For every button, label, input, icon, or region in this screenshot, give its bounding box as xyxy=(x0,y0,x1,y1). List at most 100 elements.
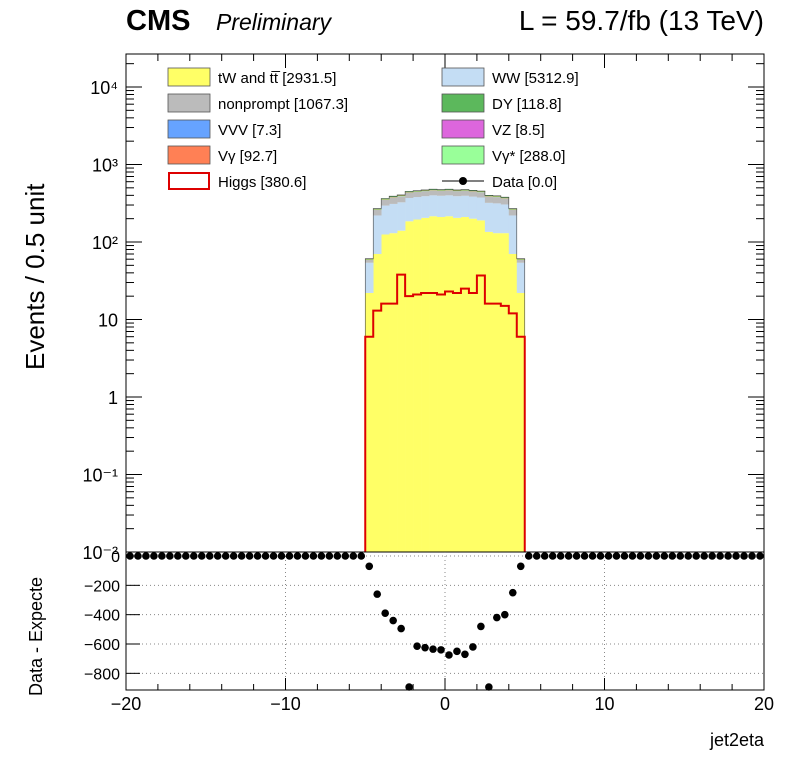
x-tick-label: −20 xyxy=(111,694,142,714)
diff-point xyxy=(182,552,190,560)
bar-5-12 xyxy=(460,189,470,191)
diff-point xyxy=(453,647,461,656)
legend-swatch xyxy=(167,145,211,165)
diff-point xyxy=(469,643,477,651)
diff-point xyxy=(205,552,214,560)
bar-1-6 xyxy=(413,197,422,220)
diff-point xyxy=(261,552,270,560)
diff-point xyxy=(381,609,389,617)
bar-2-4 xyxy=(397,196,406,203)
diff-point xyxy=(732,552,740,560)
diff-point xyxy=(277,552,286,560)
y-tick-label: 10³ xyxy=(92,156,118,176)
diff-point xyxy=(189,552,198,560)
legend-swatch xyxy=(441,119,485,139)
bar-2-11 xyxy=(452,191,462,197)
bar-2-7 xyxy=(421,191,430,197)
bar-5-19 xyxy=(516,258,526,260)
bar-5-5 xyxy=(405,191,414,193)
legend-label: Vγ [92.7] xyxy=(218,148,277,165)
higgs-line xyxy=(364,273,526,552)
diff-point xyxy=(221,552,230,560)
difference-points xyxy=(126,552,764,691)
bar-2-10 xyxy=(445,190,454,196)
luminosity-label: L = 59.7/fb (13 TeV) xyxy=(519,5,764,36)
bar-0-14 xyxy=(476,220,486,552)
diff-point xyxy=(349,552,358,560)
bar-1-1 xyxy=(373,215,382,254)
diff-point xyxy=(134,552,142,560)
bar-2-5 xyxy=(405,192,414,198)
diff-point xyxy=(501,610,509,619)
bar-5-7 xyxy=(421,189,430,191)
bar-1-16 xyxy=(492,203,502,234)
x-tick-label: −10 xyxy=(270,694,301,714)
bar-5-15 xyxy=(484,195,494,197)
main-plot-panel: 10⁻² 10⁻¹ 1 10 10² 10³ 10⁴ Events / 0.5 unit xyxy=(20,53,765,563)
diff-point xyxy=(644,552,653,560)
stacked-histogram xyxy=(364,188,526,553)
bar-2-17 xyxy=(500,198,510,205)
diff-point xyxy=(126,552,134,560)
legend-entry: Vγ* [288.0] xyxy=(441,145,565,165)
legend-label: nonprompt [1067.3] xyxy=(218,96,348,113)
y-axis-label: Events / 0.5 unit xyxy=(20,183,50,370)
diff-point xyxy=(612,552,621,560)
legend-label: Data [0.0] xyxy=(492,174,557,191)
bar-2-12 xyxy=(460,190,470,196)
bar-1-17 xyxy=(500,204,510,234)
diff-point xyxy=(477,622,485,631)
bar-1-14 xyxy=(476,197,486,221)
diff-point xyxy=(692,552,701,560)
legend-swatch xyxy=(167,119,211,139)
bar-2-1 xyxy=(373,209,382,216)
bar-0-10 xyxy=(445,216,454,553)
bar-2-14 xyxy=(476,192,486,198)
legend-entry: DY [118.8] xyxy=(441,93,562,113)
diff-point xyxy=(516,562,525,571)
bar-0-2 xyxy=(381,234,390,553)
bar-5-14 xyxy=(476,191,486,192)
legend-label: DY [118.8] xyxy=(492,96,562,113)
diff-point xyxy=(237,552,246,560)
legend-entry: tW and tt̅ [2931.5] xyxy=(167,67,336,87)
legend: tW and tt̅ [2931.5] WW [5312.9] nonprompt … xyxy=(167,67,579,191)
legend-label: WW [5312.9] xyxy=(492,70,579,87)
difference-panel: 0 −200 −400 −600 −800 −20 −10 0 10 20 Data - Expe… xyxy=(26,549,774,750)
bar-1-15 xyxy=(484,202,494,232)
diff-point xyxy=(389,616,397,625)
y-tick-label: 10⁻² xyxy=(82,543,118,563)
legend-entry: WW [5312.9] xyxy=(441,67,579,87)
legend-label: VVV [7.3] xyxy=(218,122,281,139)
diff-point xyxy=(668,552,677,560)
legend-label: VZ [8.5] xyxy=(492,122,545,139)
diff-point xyxy=(636,552,645,560)
bar-1-11 xyxy=(452,196,462,218)
diff-point xyxy=(166,552,174,560)
legend-entry: VZ [8.5] xyxy=(441,119,545,139)
diff-point xyxy=(253,552,262,560)
diff-point xyxy=(716,552,724,560)
diff-point xyxy=(532,552,541,560)
diff-point xyxy=(150,552,158,560)
diff-point xyxy=(373,590,382,598)
diff-point xyxy=(620,552,629,560)
diff-point xyxy=(293,552,302,560)
bar-2-2 xyxy=(381,199,390,206)
diff-point xyxy=(493,613,501,622)
bar-5-17 xyxy=(500,197,510,198)
diff-point xyxy=(700,552,708,560)
legend-swatch xyxy=(441,93,485,113)
diff-point xyxy=(285,552,294,560)
bar-1-4 xyxy=(397,202,406,231)
bar-2-8 xyxy=(429,190,438,196)
diff-point xyxy=(445,651,453,659)
diff-point xyxy=(684,552,693,560)
x-axis-ticks-top xyxy=(125,54,765,68)
bar-1-7 xyxy=(421,196,430,218)
bar-0-11 xyxy=(452,217,462,552)
bar-0-0 xyxy=(365,292,374,552)
legend-label: Higgs [380.6] xyxy=(218,174,306,191)
diff-point xyxy=(660,552,669,560)
diff-point xyxy=(652,552,661,560)
